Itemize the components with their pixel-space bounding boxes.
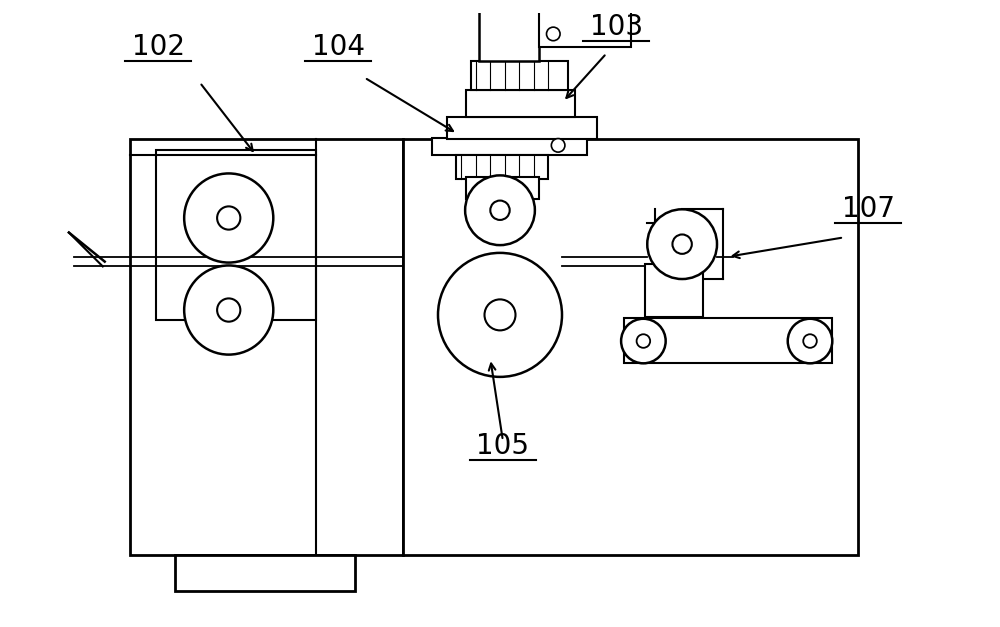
Bar <box>493 199 532 215</box>
Circle shape <box>438 253 562 377</box>
Bar <box>479 0 539 61</box>
Bar <box>466 177 539 199</box>
Text: 105: 105 <box>476 432 529 460</box>
Text: 102: 102 <box>132 33 185 61</box>
Circle shape <box>184 265 273 355</box>
Circle shape <box>217 206 240 229</box>
Bar <box>175 555 355 591</box>
Circle shape <box>184 174 273 263</box>
Bar <box>403 139 858 555</box>
Bar <box>468 199 487 215</box>
Circle shape <box>217 298 240 322</box>
Circle shape <box>547 27 560 41</box>
Circle shape <box>490 201 510 220</box>
Bar <box>471 61 568 90</box>
Circle shape <box>484 299 516 330</box>
Circle shape <box>788 319 832 363</box>
Text: 104: 104 <box>312 33 365 61</box>
Bar <box>447 117 597 139</box>
Circle shape <box>465 176 535 245</box>
Bar <box>432 137 587 155</box>
Bar <box>624 318 832 363</box>
Circle shape <box>803 334 817 348</box>
Text: 103: 103 <box>590 13 643 41</box>
Bar <box>130 139 403 555</box>
Circle shape <box>672 234 692 254</box>
Bar <box>466 90 575 117</box>
Circle shape <box>637 334 650 348</box>
Circle shape <box>647 209 717 279</box>
Bar <box>456 155 548 179</box>
Text: 107: 107 <box>842 195 895 223</box>
Bar <box>645 263 703 317</box>
Bar <box>156 150 316 320</box>
Circle shape <box>621 319 666 363</box>
Circle shape <box>551 139 565 152</box>
Bar <box>539 9 631 46</box>
